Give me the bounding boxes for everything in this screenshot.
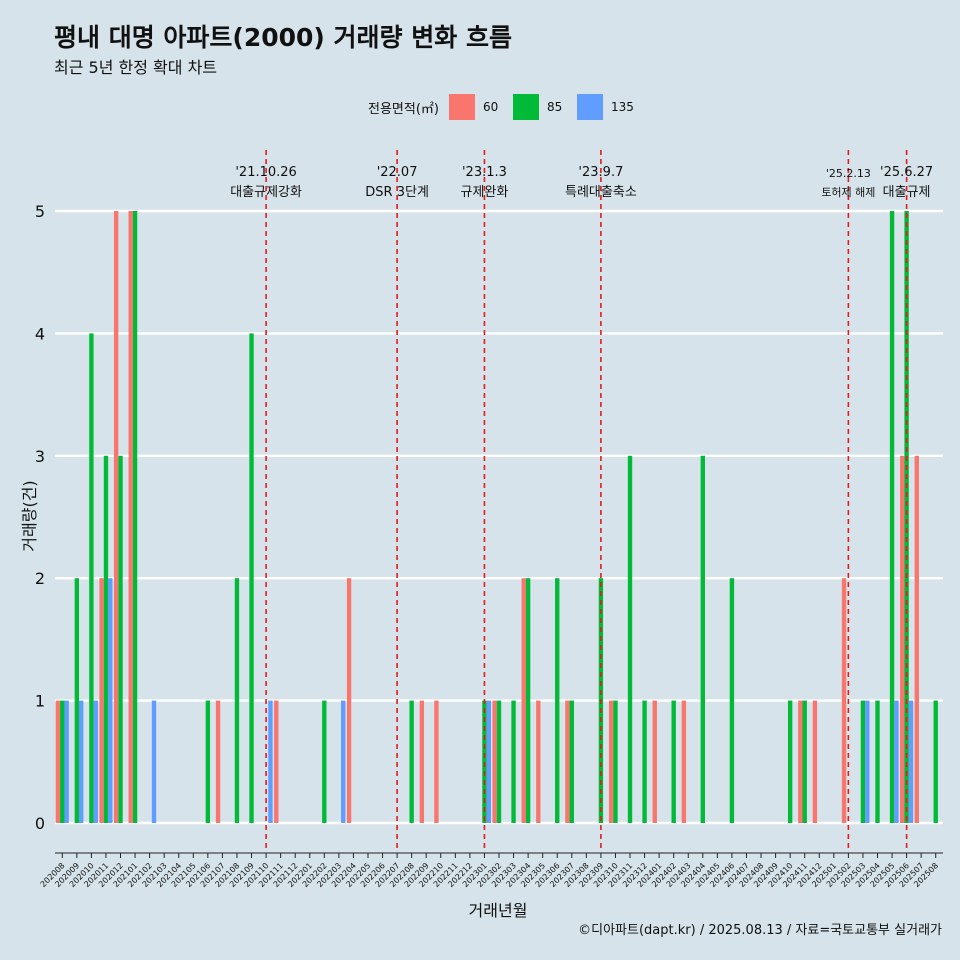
bar-60 [681, 700, 687, 823]
chart-title: 평내 대명 아파트(2000) 거래량 변화 흐름 [54, 23, 512, 52]
bar-85 [613, 700, 618, 823]
legend: 전용면적(㎡) 60 85 135 [368, 93, 641, 121]
bar-85 [249, 333, 254, 823]
bar-85 [234, 578, 240, 823]
bar-135 [93, 700, 98, 823]
bar-135 [64, 700, 69, 823]
bar-135 [151, 700, 157, 823]
y-tick-label: 4 [35, 324, 45, 343]
bar-60 [900, 455, 905, 823]
event-text-label: 토허제 해제 [821, 185, 875, 199]
bar-135 [108, 578, 113, 823]
bar-60 [521, 578, 526, 823]
bar-85 [322, 700, 327, 823]
bar-85 [205, 700, 211, 823]
y-tick-label: 1 [35, 692, 45, 711]
event-date-label: '22.07 [377, 165, 418, 180]
bar-60 [434, 700, 439, 823]
bar-85 [118, 455, 123, 823]
bar-60 [128, 211, 133, 823]
legend-swatch-60 [448, 94, 475, 120]
event-date-label: '23.9.7 [578, 165, 623, 180]
legend-title: 전용면적(㎡) [368, 101, 439, 117]
bar-85 [627, 455, 633, 823]
bar-85 [103, 455, 109, 823]
bar-85 [933, 700, 938, 823]
bar-60 [346, 578, 352, 823]
bar-85 [860, 700, 866, 823]
legend-label-60: 60 [482, 100, 499, 114]
x-axis-label: 거래년월 [468, 901, 528, 920]
event-text-label: DSR 3단계 [365, 185, 429, 200]
bar-85 [525, 578, 531, 823]
bar-60 [798, 700, 803, 823]
bar-60 [113, 211, 119, 823]
y-tick-label: 3 [35, 447, 45, 466]
bar-60 [652, 700, 657, 823]
bar-135 [79, 700, 84, 823]
legend-swatch-85 [512, 94, 539, 120]
event-date-label: '25.2.13 [826, 167, 871, 180]
event-text-label: 대출규제강화 [230, 185, 302, 200]
bar-85 [89, 333, 94, 823]
legend-item-85: 85 [512, 94, 571, 120]
bar-85 [74, 578, 80, 823]
y-axis-label: 거래량(건) [20, 480, 39, 552]
bar-85 [671, 700, 676, 823]
bar-85 [889, 211, 895, 823]
bar-60 [536, 700, 541, 823]
legend-item-60: 60 [448, 94, 507, 120]
bar-85 [132, 211, 138, 823]
bar-85 [904, 211, 909, 823]
bar-85 [511, 700, 516, 823]
bar-135 [865, 700, 870, 823]
event-text-label: 대출규제 [883, 185, 931, 200]
bar-135 [268, 700, 273, 823]
bar-85 [700, 455, 705, 823]
bar-85 [409, 700, 414, 823]
bar-60 [99, 578, 104, 823]
bar-85 [787, 700, 793, 823]
bar-85 [802, 700, 807, 823]
bar-135 [341, 700, 346, 823]
bar-135 [894, 700, 899, 823]
event-date-label: '25.6.27 [880, 165, 933, 180]
bar-85 [60, 700, 65, 823]
bar-135 [486, 700, 491, 823]
bar-85 [875, 700, 880, 823]
bar-85 [482, 700, 487, 823]
y-tick-label: 0 [35, 814, 45, 833]
bar-60 [914, 455, 919, 823]
legend-item-135: 135 [576, 94, 635, 120]
event-text-label: 특례대출축소 [565, 185, 637, 200]
bar-85 [642, 700, 647, 823]
bar-85 [729, 578, 735, 823]
bar-60 [841, 578, 847, 823]
bar-60 [812, 700, 818, 823]
bar-85 [496, 700, 502, 823]
bar-60 [419, 700, 425, 823]
chart-subtitle: 최근 5년 한정 확대 차트 [54, 58, 218, 77]
bar-60 [215, 700, 221, 823]
legend-swatch-135 [576, 94, 603, 120]
bar-60 [608, 700, 614, 823]
event-date-label: '21.10.26 [235, 165, 296, 180]
bar-85 [555, 578, 560, 823]
bar-60 [55, 700, 61, 823]
event-date-label: '23.1.3 [462, 165, 507, 180]
bar-135 [908, 700, 914, 823]
bar-60 [565, 700, 570, 823]
bar-60 [492, 700, 497, 823]
legend-label-135: 135 [610, 100, 634, 114]
legend-label-85: 85 [546, 100, 563, 114]
bar-60 [274, 700, 279, 823]
y-tick-label: 5 [35, 202, 45, 221]
y-tick-label: 2 [35, 569, 45, 588]
source-caption: ©디아파트(dapt.kr) / 2025.08.13 / 자료=국토교통부 실… [578, 923, 942, 938]
event-text-label: 규제완화 [461, 185, 509, 200]
bar-85 [569, 700, 574, 823]
